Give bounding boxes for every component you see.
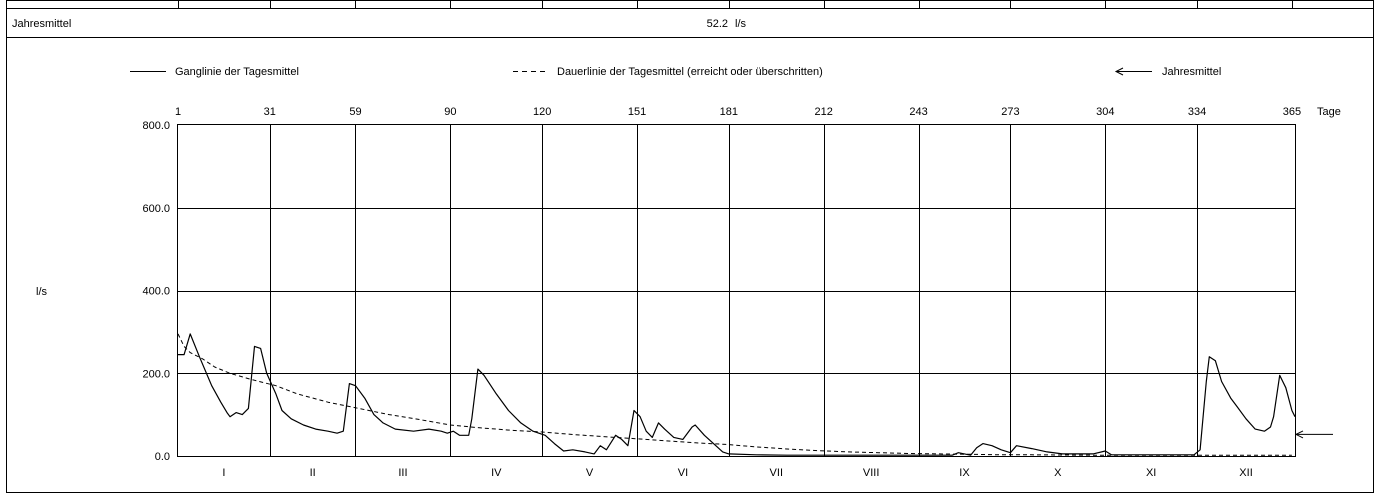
x-tick-label: 90 xyxy=(444,106,456,118)
month-label: X xyxy=(1054,467,1062,479)
x-tick-label: 59 xyxy=(349,106,361,118)
month-label: III xyxy=(398,467,407,479)
y-tick-label: 200.0 xyxy=(142,368,170,380)
month-label: VIII xyxy=(863,467,880,479)
y-tick-label: 600.0 xyxy=(142,203,170,215)
annual-mean-marker xyxy=(1294,430,1333,439)
legend: Ganglinie der Tagesmittel Dauerlinie der… xyxy=(130,66,1221,78)
x-tick-label: 212 xyxy=(815,106,833,118)
x-tick-label: 365 xyxy=(1283,106,1301,118)
month-label: XI xyxy=(1146,467,1156,479)
annual-mean-value: 52.2 xyxy=(707,18,728,30)
y-tick-labels: 0.0 200.0 400.0 600.0 800.0 xyxy=(142,120,170,463)
legend-ganglinie-label: Ganglinie der Tagesmittel xyxy=(175,66,299,78)
y-tick-label: 800.0 xyxy=(142,120,170,132)
month-label: IX xyxy=(959,467,970,479)
x-tick-label: 334 xyxy=(1188,106,1206,118)
month-labels: I II III IV V VI VII VIII IX X XI XII xyxy=(222,467,1252,479)
x-tick-label: 273 xyxy=(1001,106,1019,118)
month-label: V xyxy=(586,467,594,479)
x-tick-label: 31 xyxy=(264,106,276,118)
month-label: I xyxy=(222,467,225,479)
y-tick-label: 400.0 xyxy=(142,286,170,298)
grid xyxy=(178,125,1295,456)
series-ganglinie xyxy=(178,333,1296,456)
month-label: XII xyxy=(1239,467,1252,479)
legend-jahresmittel-label: Jahresmittel xyxy=(1162,66,1221,78)
x-axis-unit-label: Tage xyxy=(1317,106,1341,118)
annual-mean-unit: l/s xyxy=(735,18,747,30)
series-group xyxy=(177,333,1296,456)
y-tick-label: 0.0 xyxy=(155,451,170,463)
table-column-dividers xyxy=(178,0,1293,9)
month-label: VI xyxy=(678,467,688,479)
legend-arrow-icon xyxy=(1114,67,1152,76)
x-tick-label: 181 xyxy=(720,106,738,118)
x-tick-label: 120 xyxy=(533,106,551,118)
x-tick-labels: 1 31 59 90 120 151 181 212 243 273 304 334 365 xyxy=(175,106,1301,118)
x-tick-label: 1 xyxy=(175,106,181,118)
y-axis-label: l/s xyxy=(36,286,48,298)
month-label: VII xyxy=(770,467,783,479)
month-label: II xyxy=(310,467,316,479)
x-tick-label: 243 xyxy=(909,106,927,118)
annual-mean-label: Jahresmittel xyxy=(12,18,71,30)
legend-dauerlinie-label: Dauerlinie der Tagesmittel (erreicht ode… xyxy=(557,66,823,78)
plot-frame xyxy=(177,124,1296,457)
x-tick-label: 304 xyxy=(1096,106,1114,118)
x-tick-label: 151 xyxy=(628,106,646,118)
month-label: IV xyxy=(491,467,502,479)
series-dauerlinie xyxy=(177,333,1292,456)
